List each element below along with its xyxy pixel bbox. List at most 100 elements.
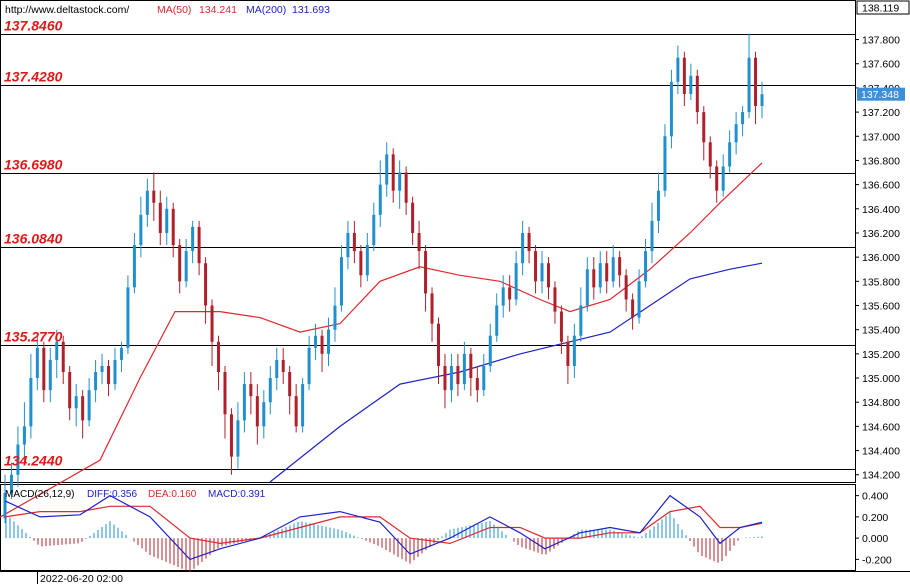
candle-body — [417, 232, 421, 252]
candle — [61, 335, 65, 385]
candle-body — [618, 257, 622, 276]
candle — [191, 220, 195, 264]
candle — [74, 384, 78, 427]
candle-body — [475, 378, 479, 391]
candle-body — [223, 371, 227, 415]
candle — [456, 353, 460, 397]
ma50-value: 134.241 — [199, 4, 237, 16]
candle-body — [61, 341, 65, 372]
candle — [268, 365, 272, 415]
candle — [378, 160, 382, 227]
candle-body — [327, 329, 331, 354]
candle — [119, 341, 123, 372]
price-tick-label: 137.200 — [862, 107, 900, 119]
level-labels: 137.8460 137.4280 136.6980 136.0840 135.2770… — [4, 18, 63, 469]
candle — [404, 166, 408, 215]
candle — [262, 390, 266, 439]
price-tick-label: 135.600 — [862, 301, 900, 313]
candle — [87, 378, 91, 427]
candle — [572, 323, 576, 379]
candle-body — [48, 359, 52, 391]
price-tick-label: 135.200 — [862, 349, 900, 361]
candle-body — [3, 492, 7, 519]
candle-body — [229, 414, 233, 457]
candle-body — [605, 263, 609, 282]
candle — [695, 69, 699, 125]
candlesticks — [3, 33, 764, 524]
candle — [747, 33, 751, 119]
price-tick-label: 136.800 — [862, 155, 900, 167]
candle-body — [307, 347, 311, 385]
price-tick-label: 134.200 — [862, 470, 900, 482]
candle — [22, 402, 26, 463]
candle-body — [462, 353, 466, 385]
candle-body — [495, 305, 499, 336]
candle-body — [372, 214, 376, 246]
price-tick-label: 134.400 — [862, 446, 900, 458]
candle — [100, 353, 104, 385]
candle — [650, 202, 654, 264]
candle — [339, 245, 343, 312]
candle — [618, 251, 622, 288]
candle-body — [242, 384, 246, 421]
candle — [165, 196, 169, 246]
candle — [527, 226, 531, 264]
candle-body — [449, 365, 453, 391]
candle-body — [184, 251, 188, 282]
level-label: 134.2440 — [4, 453, 63, 469]
candle — [540, 251, 544, 294]
candle-body — [579, 305, 583, 336]
candle — [624, 269, 628, 312]
candle — [178, 239, 182, 294]
candle-body — [333, 305, 337, 330]
candle — [443, 353, 447, 409]
candle-body — [637, 281, 641, 318]
current-price-tag — [857, 87, 905, 101]
candle — [754, 51, 758, 125]
candle — [715, 160, 719, 203]
price-axis: 137.800137.600137.400137.200137.000136.8… — [855, 35, 900, 482]
candle-body — [294, 396, 298, 427]
candle — [229, 408, 233, 475]
candle — [352, 220, 356, 264]
candle — [501, 275, 505, 318]
price-pane-frame — [0, 0, 856, 483]
candle — [605, 251, 609, 294]
candle-body — [728, 142, 732, 167]
price-tick-label: 134.600 — [862, 421, 900, 433]
candle-body — [139, 214, 143, 246]
candle — [521, 220, 525, 276]
candle — [132, 232, 136, 294]
candle — [676, 45, 680, 94]
candle-body — [132, 245, 136, 288]
candle — [728, 130, 732, 173]
candle — [288, 365, 292, 415]
ma50-line — [0, 162, 763, 518]
level-label: 137.8460 — [4, 18, 63, 34]
candle-body — [346, 232, 350, 258]
macd-indicator — [4, 494, 763, 573]
candle-body — [644, 251, 648, 282]
macd-macd-value: MACD:0.391 — [208, 489, 266, 500]
candle-body — [119, 347, 123, 360]
candle-body — [566, 341, 570, 366]
candle — [107, 359, 111, 397]
candle-body — [721, 166, 725, 191]
candle — [16, 426, 20, 487]
candle — [579, 287, 583, 342]
candle — [294, 384, 298, 433]
price-tick-label: 135.400 — [862, 325, 900, 337]
candle — [469, 347, 473, 397]
candle — [171, 202, 175, 258]
candle-body — [631, 299, 635, 318]
candle-body — [9, 474, 13, 493]
candle — [35, 335, 39, 391]
candle-body — [482, 365, 486, 391]
candle — [184, 239, 188, 288]
candle — [158, 190, 162, 246]
candle-body — [741, 112, 745, 125]
price-tick-label: 134.800 — [862, 397, 900, 409]
candle-body — [339, 257, 343, 306]
candle — [391, 148, 395, 203]
candle — [210, 299, 214, 366]
